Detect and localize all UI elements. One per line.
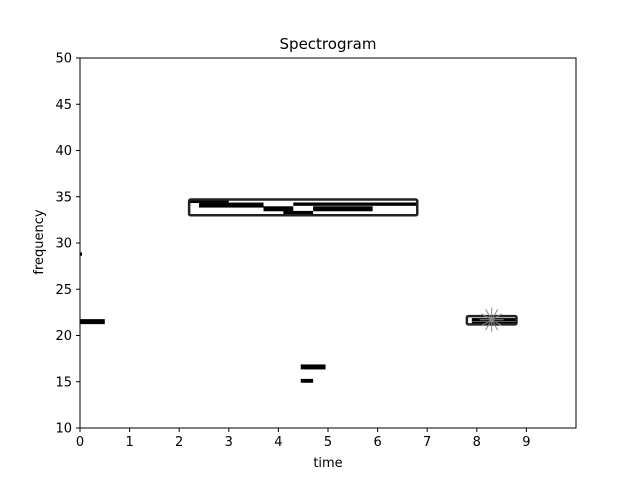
- y-tick-label-25: 25: [55, 283, 72, 298]
- signal-segment-5: [293, 202, 418, 206]
- signal-segment-8: [300, 378, 314, 383]
- chart-title: Spectrogram: [280, 35, 377, 53]
- x-tick-label-2: 2: [175, 435, 183, 450]
- x-axis-label: time: [313, 456, 342, 471]
- x-tick-label-1: 1: [125, 435, 133, 450]
- x-tick-label-0: 0: [76, 435, 84, 450]
- signal-segment-1: [189, 199, 229, 204]
- signal-segment-0: [80, 319, 105, 325]
- x-tick-label-8: 8: [473, 435, 481, 450]
- y-tick-label-10: 10: [55, 422, 72, 437]
- y-tick-label-20: 20: [55, 329, 72, 344]
- y-tick-label-35: 35: [55, 190, 72, 205]
- y-tick-label-30: 30: [55, 237, 72, 252]
- x-tick-label-3: 3: [225, 435, 233, 450]
- marker-star-0: [479, 307, 504, 332]
- x-tick-label-4: 4: [274, 435, 282, 450]
- x-tick-label-5: 5: [324, 435, 332, 450]
- y-tick-label-15: 15: [55, 375, 72, 390]
- signal-segment-7: [300, 364, 326, 370]
- y-tick-label-40: 40: [55, 144, 72, 159]
- x-tick-label-7: 7: [423, 435, 431, 450]
- detection-box-0: [187, 198, 419, 217]
- signal-segment-2: [199, 202, 264, 208]
- x-tick-label-9: 9: [522, 435, 530, 450]
- signal-segment-3: [263, 206, 294, 212]
- y-tick-label-50: 50: [55, 52, 72, 67]
- x-tick-label-6: 6: [373, 435, 381, 450]
- plot-area: [76, 57, 577, 432]
- signal-segment-6: [313, 206, 373, 212]
- plot-frame: [79, 57, 577, 429]
- y-tick-label-45: 45: [55, 98, 72, 113]
- signal-segment-11: [80, 252, 82, 256]
- y-axis-label: frequency: [32, 209, 47, 275]
- signal-segment-4: [283, 210, 314, 216]
